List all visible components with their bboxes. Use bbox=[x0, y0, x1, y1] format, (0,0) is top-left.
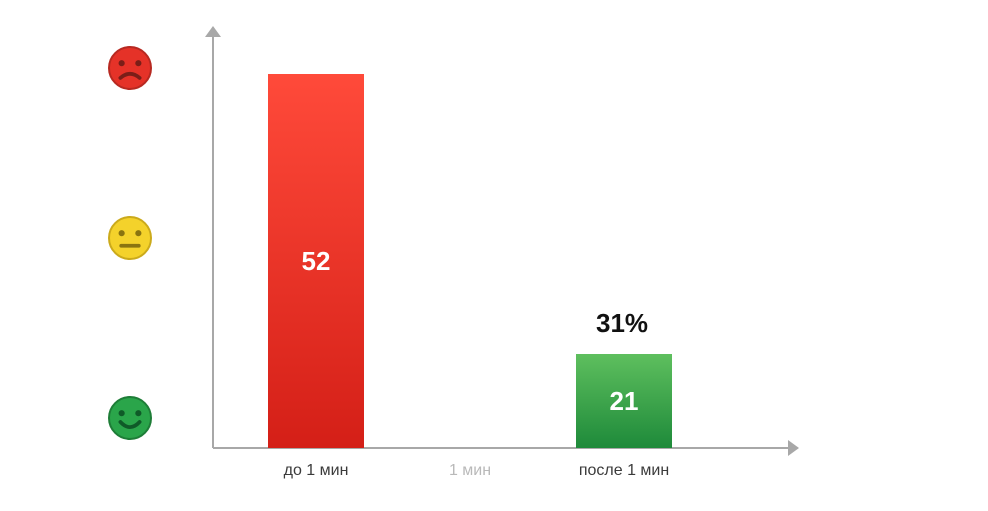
x-label-mid: 1 мин bbox=[449, 462, 491, 480]
bar-after-value: 21 bbox=[610, 386, 639, 417]
chart-stage: 52 21 31% до 1 мин 1 мин после 1 мин bbox=[0, 0, 988, 511]
x-axis-arrowhead bbox=[788, 440, 799, 456]
bar-before: 52 bbox=[268, 74, 364, 448]
neutral-face-icon bbox=[108, 216, 152, 260]
x-label-after: после 1 мин bbox=[579, 462, 669, 480]
sad-face-icon bbox=[108, 46, 152, 90]
percent-callout: 31% bbox=[596, 308, 648, 339]
happy-face-icon bbox=[108, 396, 152, 440]
bar-after: 21 bbox=[576, 354, 672, 448]
y-axis-line bbox=[212, 34, 214, 448]
y-axis-arrowhead bbox=[205, 26, 221, 37]
x-label-before: до 1 мин bbox=[284, 462, 349, 480]
bar-before-value: 52 bbox=[302, 246, 331, 277]
